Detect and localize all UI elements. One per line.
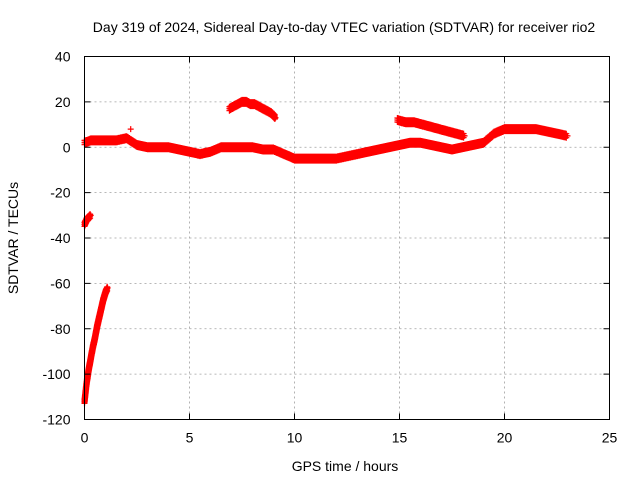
series-upper-arc-afternoon <box>394 115 468 141</box>
marker-cluster <box>81 211 94 230</box>
x-tick-label: 0 <box>81 430 89 446</box>
y-tick-label: -100 <box>42 366 70 382</box>
x-tick-label: 15 <box>392 430 408 446</box>
y-tick-label: -60 <box>50 275 70 291</box>
y-tick-label: 40 <box>55 49 71 65</box>
x-tick-label: 25 <box>602 430 618 446</box>
y-tick-label: -20 <box>50 185 70 201</box>
x-tick-label: 10 <box>287 430 303 446</box>
y-tick-label: 20 <box>55 94 71 110</box>
marker-cluster <box>81 124 571 164</box>
series-upper-arc-morning <box>226 96 279 122</box>
marker-cluster <box>394 115 468 141</box>
grid <box>84 56 610 420</box>
x-tick-label: 20 <box>497 430 513 446</box>
axis-ticks: 0 5 10 15 20 25 -120 -100 -80 -60 -40 -20 0 20 40 <box>42 49 617 446</box>
y-tick-label: -120 <box>42 412 70 428</box>
y-axis-label: SDTVAR / TECUs <box>5 182 21 294</box>
data-points <box>81 96 571 407</box>
y-tick-label: -40 <box>50 230 70 246</box>
series-rapid-dropout-ramp <box>81 283 111 407</box>
series-early-negative-segment <box>81 211 94 230</box>
series-main-track <box>81 124 571 164</box>
x-axis-label: GPS time / hours <box>292 458 399 474</box>
marker-cluster <box>226 96 279 122</box>
y-tick-label: 0 <box>63 139 71 155</box>
x-tick-label: 5 <box>186 430 194 446</box>
y-tick-label: -80 <box>50 321 70 337</box>
marker-cluster <box>81 283 111 407</box>
chart-title: Day 319 of 2024, Sidereal Day-to-day VTE… <box>93 19 596 35</box>
